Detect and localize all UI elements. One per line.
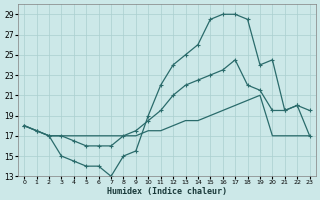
X-axis label: Humidex (Indice chaleur): Humidex (Indice chaleur) [107, 187, 227, 196]
